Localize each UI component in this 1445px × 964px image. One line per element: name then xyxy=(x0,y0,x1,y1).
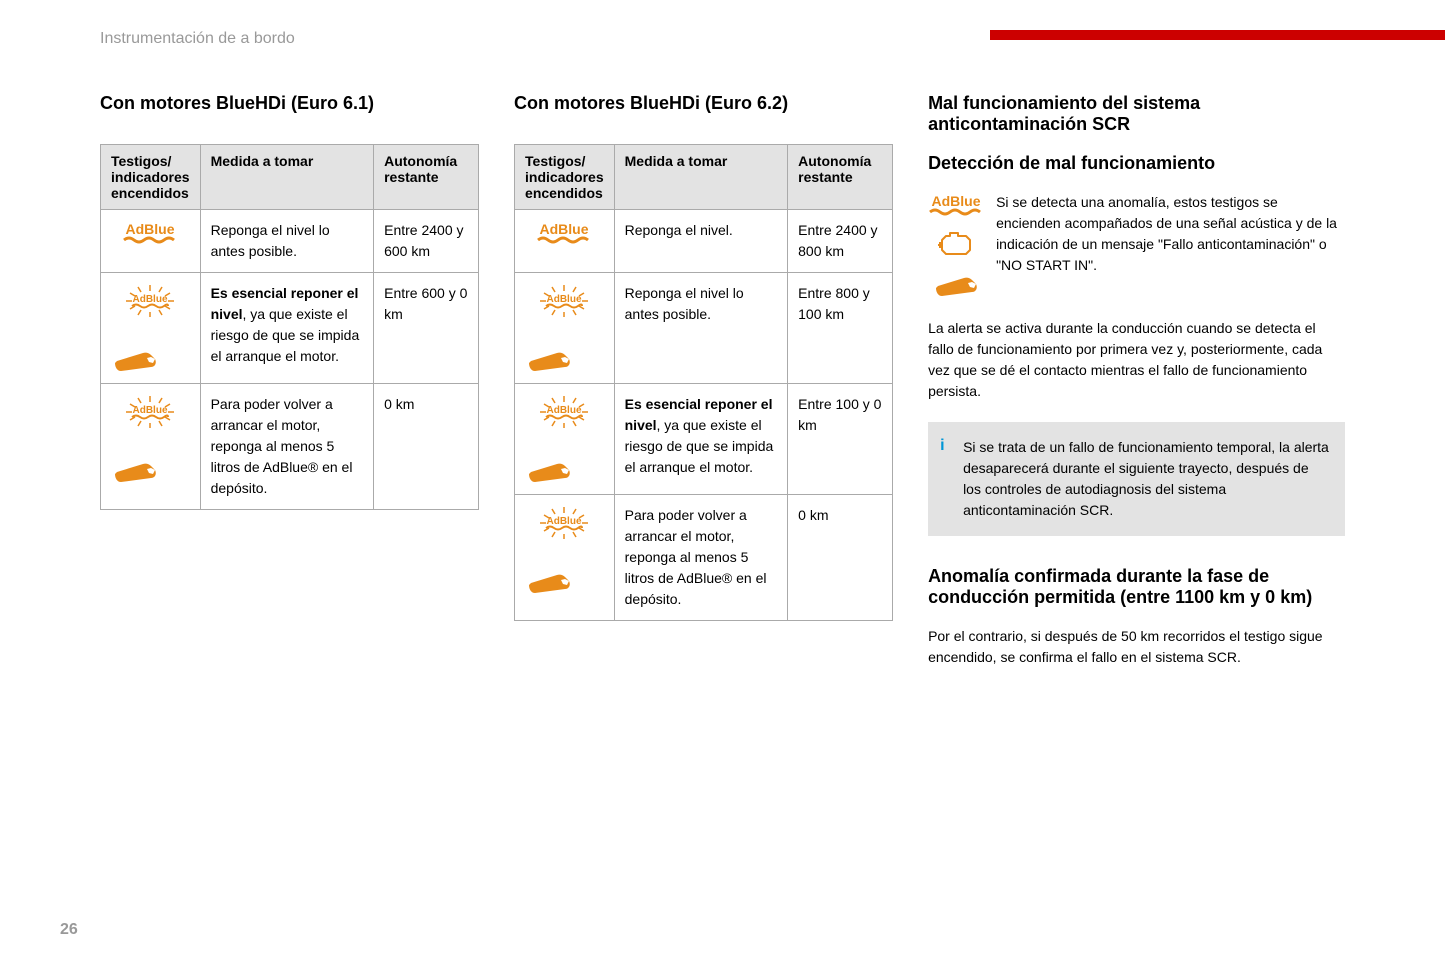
icon-cell xyxy=(515,210,615,273)
action-cell: Reponga el nivel. xyxy=(614,210,788,273)
action-cell: Reponga el nivel lo antes posible. xyxy=(614,273,788,384)
icon-cell xyxy=(515,273,615,384)
adblue-burst-icon xyxy=(534,283,594,319)
range-cell: Entre 2400 y 600 km xyxy=(374,210,479,273)
icon-cell xyxy=(101,384,201,510)
icon-cell xyxy=(515,384,615,495)
icon-cell xyxy=(101,273,201,384)
wrench-icon xyxy=(525,565,573,595)
detection-text: Si se detecta una anomalía, estos testig… xyxy=(996,192,1345,298)
title-euro61: Con motores BlueHDi (Euro 6.1) xyxy=(100,93,479,114)
wrench-icon xyxy=(932,268,980,298)
adblue-burst-icon xyxy=(120,283,180,319)
column-euro61: Con motores BlueHDi (Euro 6.1) Testigos/… xyxy=(100,93,479,688)
range-cell: 0 km xyxy=(788,495,893,621)
page-number: 26 xyxy=(60,921,78,939)
icon-stack xyxy=(928,192,984,298)
table-row: Para poder volver a arrancar el motor, r… xyxy=(101,384,479,510)
anomaly-text: Por el contrario, si después de 50 km re… xyxy=(928,626,1345,668)
action-cell: Para poder volver a arrancar el motor, r… xyxy=(200,384,374,510)
action-cell: Es esencial reponer el nivel, ya que exi… xyxy=(200,273,374,384)
table-euro61: Testigos/ indicadores encendidos Medida … xyxy=(100,144,479,510)
info-icon: i xyxy=(940,434,944,458)
title-euro62: Con motores BlueHDi (Euro 6.2) xyxy=(514,93,893,114)
adblue-burst-icon xyxy=(120,394,180,430)
info-text: Si se trata de un fallo de funcionamient… xyxy=(963,439,1329,518)
adblue-burst-icon xyxy=(534,394,594,430)
adblue-burst-icon xyxy=(534,505,594,541)
table-row: Reponga el nivel lo antes posible. Entre… xyxy=(515,273,893,384)
th-range: Autonomía restante xyxy=(788,145,893,210)
wrench-icon xyxy=(111,343,159,373)
adblue-icon xyxy=(122,220,178,246)
table-row: Reponga el nivel. Entre 2400 y 800 km xyxy=(515,210,893,273)
wrench-icon xyxy=(525,454,573,484)
action-cell: Es esencial reponer el nivel, ya que exi… xyxy=(614,384,788,495)
th-range: Autonomía restante xyxy=(374,145,479,210)
table-row: Es esencial reponer el nivel, ya que exi… xyxy=(515,384,893,495)
title-detection: Detección de mal funcionamiento xyxy=(928,153,1345,174)
info-box: i Si se trata de un fallo de funcionamie… xyxy=(928,422,1345,536)
th-indicators: Testigos/ indicadores encendidos xyxy=(101,145,201,210)
icon-cell xyxy=(101,210,201,273)
th-indicators: Testigos/ indicadores encendidos xyxy=(515,145,615,210)
action-cell: Reponga el nivel lo antes posible. xyxy=(200,210,374,273)
range-cell: Entre 800 y 100 km xyxy=(788,273,893,384)
title-scr-malfunction: Mal funcionamiento del sistema anticonta… xyxy=(928,93,1345,135)
th-action: Medida a tomar xyxy=(200,145,374,210)
title-anomaly-confirmed: Anomalía confirmada durante la fase de c… xyxy=(928,566,1345,608)
column-euro62: Con motores BlueHDi (Euro 6.2) Testigos/… xyxy=(514,93,893,688)
range-cell: Entre 600 y 0 km xyxy=(374,273,479,384)
th-action: Medida a tomar xyxy=(614,145,788,210)
wrench-icon xyxy=(525,343,573,373)
engine-icon xyxy=(936,228,976,258)
main-columns: Con motores BlueHDi (Euro 6.1) Testigos/… xyxy=(100,93,1345,688)
icon-cell xyxy=(515,495,615,621)
range-cell: Entre 100 y 0 km xyxy=(788,384,893,495)
action-cell: Para poder volver a arrancar el motor, r… xyxy=(614,495,788,621)
table-row: Es esencial reponer el nivel, ya que exi… xyxy=(101,273,479,384)
alert-text: La alerta se activa durante la conducció… xyxy=(928,318,1345,402)
adblue-icon xyxy=(536,220,592,246)
range-cell: Entre 2400 y 800 km xyxy=(788,210,893,273)
table-row: Para poder volver a arrancar el motor, r… xyxy=(515,495,893,621)
wrench-icon xyxy=(111,454,159,484)
red-accent-bar xyxy=(990,30,1445,40)
range-cell: 0 km xyxy=(374,384,479,510)
detection-icon-block: Si se detecta una anomalía, estos testig… xyxy=(928,192,1345,298)
table-row: Reponga el nivel lo antes posible. Entre… xyxy=(101,210,479,273)
adblue-icon xyxy=(928,192,984,218)
table-euro62: Testigos/ indicadores encendidos Medida … xyxy=(514,144,893,621)
column-scr: Mal funcionamiento del sistema anticonta… xyxy=(928,93,1345,688)
